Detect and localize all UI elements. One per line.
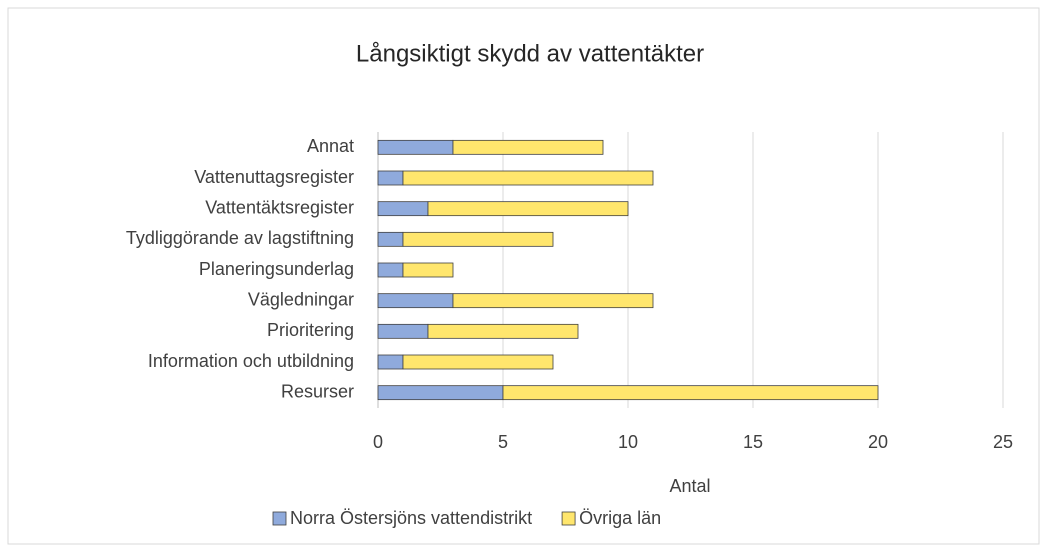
bar-segment xyxy=(377,323,429,339)
bar-segment xyxy=(402,170,654,186)
bar-segment xyxy=(402,354,554,370)
y-tick-label: Tydliggörande av lagstiftning xyxy=(126,228,354,248)
x-axis-label: Antal xyxy=(669,476,710,496)
y-tick-label: Planeringsunderlag xyxy=(199,259,354,279)
bar-segment xyxy=(427,201,629,217)
y-tick-label: Resurser xyxy=(281,381,354,401)
bar-segment xyxy=(452,139,604,155)
bar-segment xyxy=(427,323,579,339)
x-tick-label: 0 xyxy=(373,432,383,452)
y-tick-label: Annat xyxy=(307,136,354,156)
x-tick-label: 15 xyxy=(743,432,763,452)
x-tick-label: 20 xyxy=(868,432,888,452)
bar-segment xyxy=(377,231,404,247)
bar-segment xyxy=(377,354,404,370)
y-tick-label: Information och utbildning xyxy=(148,351,354,371)
legend-label: Övriga län xyxy=(579,508,661,528)
bar-segment xyxy=(377,170,404,186)
bar-segment xyxy=(377,262,404,278)
bar-segment xyxy=(452,293,654,309)
x-tick-label: 25 xyxy=(993,432,1013,452)
y-tick-label: Prioritering xyxy=(267,320,354,340)
bar-segment xyxy=(377,293,454,309)
chart-title: Långsiktigt skydd av vattentäkter xyxy=(356,40,704,67)
chart-border xyxy=(7,7,1040,545)
x-tick-label: 10 xyxy=(618,432,638,452)
y-tick-label: Vägledningar xyxy=(248,289,354,309)
bar-segment xyxy=(402,262,454,278)
bar-segment xyxy=(402,231,554,247)
legend-swatch xyxy=(561,511,576,526)
bar-segment xyxy=(377,201,429,217)
bar-segment xyxy=(377,139,454,155)
x-tick-label: 5 xyxy=(498,432,508,452)
legend-swatch xyxy=(272,511,287,526)
legend-label: Norra Östersjöns vattendistrikt xyxy=(290,508,532,528)
y-tick-label: Vattentäktsregister xyxy=(205,197,354,217)
bar-segment xyxy=(377,385,504,401)
bar-segment xyxy=(502,385,879,401)
y-tick-label: Vattenuttagsregister xyxy=(194,167,354,187)
